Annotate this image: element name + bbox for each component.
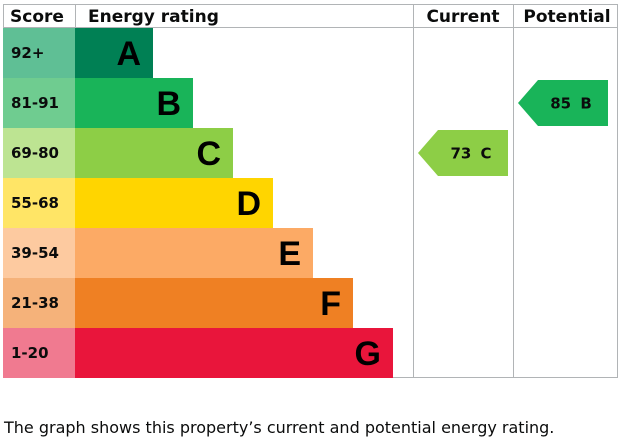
rating-bar-c [75, 128, 233, 178]
rating-letter-g: G [355, 335, 381, 373]
band-a: 92+ A [3, 28, 153, 78]
score-cell-f [3, 278, 75, 328]
epc-chart: Score Energy rating Current Potential 92… [3, 4, 618, 378]
rating-arrows: 73 C 85 B [418, 80, 608, 176]
score-range-g: 1-20 [11, 344, 49, 362]
chart-caption: The graph shows this property’s current … [4, 418, 555, 437]
score-cell-d [3, 178, 75, 228]
rating-letter-b: B [156, 85, 181, 123]
score-cell-b [3, 78, 75, 128]
headers: Score Energy rating Current Potential [10, 7, 611, 27]
band-c: 69-80 C [3, 128, 233, 178]
rating-bar-a [75, 28, 153, 78]
score-range-f: 21-38 [11, 294, 59, 312]
header-current: Current [426, 7, 499, 27]
rating-bar-b [75, 78, 193, 128]
score-range-e: 39-54 [11, 244, 59, 262]
rating-letter-c: C [196, 135, 221, 173]
score-cell-g [3, 328, 75, 378]
score-cell-c [3, 128, 75, 178]
score-range-b: 81-91 [11, 94, 59, 112]
rating-bar-f [75, 278, 353, 328]
band-d: 55-68 D [3, 178, 273, 228]
rating-bar-g [75, 328, 393, 378]
rating-letter-f: F [320, 285, 341, 323]
header-score: Score [10, 7, 64, 27]
band-e: 39-54 E [3, 228, 313, 278]
score-cell-e [3, 228, 75, 278]
potential-rating-arrow-label: 85 B [550, 95, 592, 113]
rating-letter-d: D [236, 185, 261, 223]
rating-letter-e: E [278, 235, 301, 273]
current-rating-arrow-label: 73 C [450, 145, 491, 163]
potential-rating-arrow: 85 B [518, 80, 608, 126]
rating-letter-a: A [116, 35, 141, 73]
score-range-d: 55-68 [11, 194, 59, 212]
score-range-c: 69-80 [11, 144, 59, 162]
score-range-a: 92+ [11, 44, 44, 62]
current-rating-arrow: 73 C [418, 130, 508, 176]
band-f: 21-38 F [3, 278, 353, 328]
rating-bar-d [75, 178, 273, 228]
header-potential: Potential [523, 7, 610, 27]
rating-bands: 92+ A 81-91 B 69-80 C 55-68 D 39-54 E 21-38 F 1-20 G [3, 28, 393, 378]
header-energy-rating: Energy rating [88, 7, 219, 27]
band-g: 1-20 G [3, 328, 393, 378]
band-b: 81-91 B [3, 78, 193, 128]
potential-rating-arrow-shape [518, 80, 608, 126]
score-cell-a [3, 28, 75, 78]
rating-bar-e [75, 228, 313, 278]
current-rating-arrow-shape [418, 130, 508, 176]
